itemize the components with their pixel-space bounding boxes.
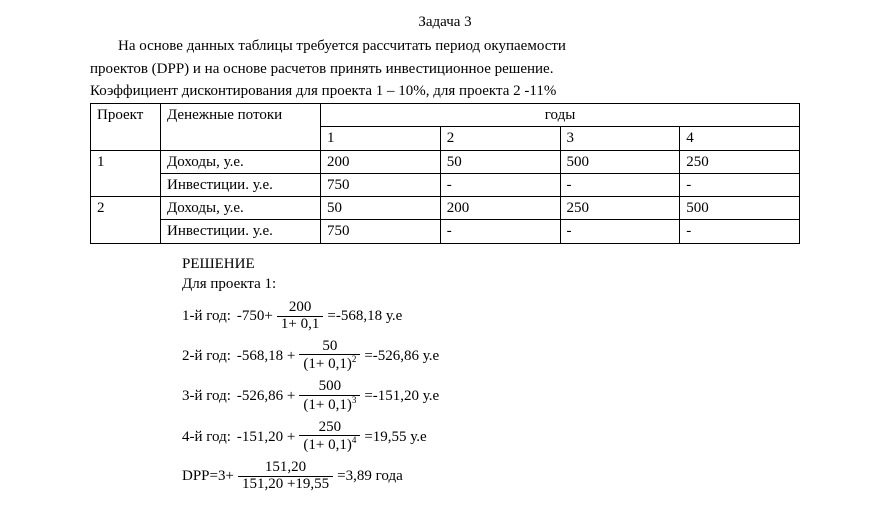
numerator: 250 [315, 420, 346, 436]
denominator: 1+ 0,1 [277, 316, 323, 333]
den-exp: 3 [352, 395, 357, 405]
th-cashflows: Денежные потоки [161, 104, 321, 151]
cell-v2: - [440, 220, 560, 243]
numerator: 200 [285, 300, 316, 316]
term-a: -568,18 + [237, 346, 295, 366]
denominator: 151,20 +19,55 [238, 476, 333, 493]
numerator: 151,20 [261, 460, 310, 476]
numerator: 500 [315, 379, 346, 395]
th-year-3: 3 [560, 127, 680, 150]
year-label: 2-й год: [182, 346, 231, 366]
cell-v2: 200 [440, 197, 560, 220]
solution-year-3: 3-й год: -526,86 + 500 (1+ 0,1)3 =-151,2… [182, 379, 800, 414]
den-base: (1+ 0,1) [303, 356, 351, 372]
solution-subheading: Для проекта 1: [182, 274, 800, 294]
fraction: 500 (1+ 0,1)3 [299, 379, 360, 414]
th-project: Проект [91, 104, 161, 151]
cell-label: Доходы, у.е. [161, 197, 321, 220]
cell-v2: 50 [440, 150, 560, 173]
result: =-568,18 у.е [327, 306, 402, 326]
dpp-label: DPP=3+ [182, 466, 234, 486]
cell-v3: 500 [560, 150, 680, 173]
th-year-2: 2 [440, 127, 560, 150]
solution-dpp: DPP=3+ 151,20 151,20 +19,55 =3,89 года [182, 460, 800, 493]
cell-v3: 250 [560, 197, 680, 220]
term-a: -750+ [237, 306, 273, 326]
fraction: 151,20 151,20 +19,55 [238, 460, 333, 493]
den-base: (1+ 0,1) [303, 397, 351, 413]
year-label: 4-й год: [182, 427, 231, 447]
result: =-151,20 у.е [364, 386, 439, 406]
table-header-row-1: Проект Денежные потоки годы [91, 104, 800, 127]
year-label: 3-й год: [182, 386, 231, 406]
term-a: -151,20 + [237, 427, 295, 447]
cell-v4: - [680, 173, 800, 196]
cell-v1: 50 [321, 197, 441, 220]
th-year-1: 1 [321, 127, 441, 150]
numerator: 50 [318, 339, 341, 355]
cell-label: Инвестиции. у.е. [161, 220, 321, 243]
solution-heading: РЕШЕНИЕ [182, 254, 800, 274]
cashflow-table: Проект Денежные потоки годы 1 2 3 4 1 До… [90, 103, 800, 244]
paragraph-line-1: На основе данных таблицы требуется рассч… [90, 36, 800, 56]
paragraph-line-2: проектов (DPP) и на основе расчетов прин… [90, 59, 800, 79]
cell-label: Инвестиции. у.е. [161, 173, 321, 196]
den-base: (1+ 0,1) [303, 437, 351, 453]
cell-v4: - [680, 220, 800, 243]
cell-v3: - [560, 173, 680, 196]
fraction: 50 (1+ 0,1)2 [299, 339, 360, 374]
term-a: -526,86 + [237, 386, 295, 406]
table-row: Инвестиции. у.е. 750 - - - [91, 220, 800, 243]
solution-year-1: 1-й год: -750+ 200 1+ 0,1 =-568,18 у.е [182, 300, 800, 333]
solution-year-2: 2-й год: -568,18 + 50 (1+ 0,1)2 =-526,86… [182, 339, 800, 374]
cell-project: 2 [91, 197, 161, 244]
result: =19,55 у.е [364, 427, 426, 447]
year-label: 1-й год: [182, 306, 231, 326]
den-exp: 4 [352, 435, 357, 445]
denominator: (1+ 0,1)3 [299, 395, 360, 414]
cell-v1: 750 [321, 220, 441, 243]
result: =3,89 года [337, 466, 403, 486]
cell-v1: 750 [321, 173, 441, 196]
result: =-526,86 у.е [364, 346, 439, 366]
denominator: (1+ 0,1)2 [299, 354, 360, 373]
th-years: годы [321, 104, 800, 127]
cell-v4: 250 [680, 150, 800, 173]
den-exp: 2 [352, 354, 357, 364]
cell-v2: - [440, 173, 560, 196]
th-year-4: 4 [680, 127, 800, 150]
cell-v4: 500 [680, 197, 800, 220]
solution-block: РЕШЕНИЕ Для проекта 1: 1-й год: -750+ 20… [182, 254, 800, 493]
paragraph-line-3: Коэффициент дисконтирования для проекта … [90, 81, 800, 101]
fraction: 200 1+ 0,1 [277, 300, 323, 333]
cell-project: 1 [91, 150, 161, 197]
table-row: 1 Доходы, у.е. 200 50 500 250 [91, 150, 800, 173]
cell-label: Доходы, у.е. [161, 150, 321, 173]
denominator: (1+ 0,1)4 [299, 435, 360, 454]
task-title: Задача 3 [90, 12, 800, 32]
fraction: 250 (1+ 0,1)4 [299, 420, 360, 455]
solution-year-4: 4-й год: -151,20 + 250 (1+ 0,1)4 =19,55 … [182, 420, 800, 455]
cell-v3: - [560, 220, 680, 243]
cell-v1: 200 [321, 150, 441, 173]
table-row: 2 Доходы, у.е. 50 200 250 500 [91, 197, 800, 220]
table-row: Инвестиции. у.е. 750 - - - [91, 173, 800, 196]
